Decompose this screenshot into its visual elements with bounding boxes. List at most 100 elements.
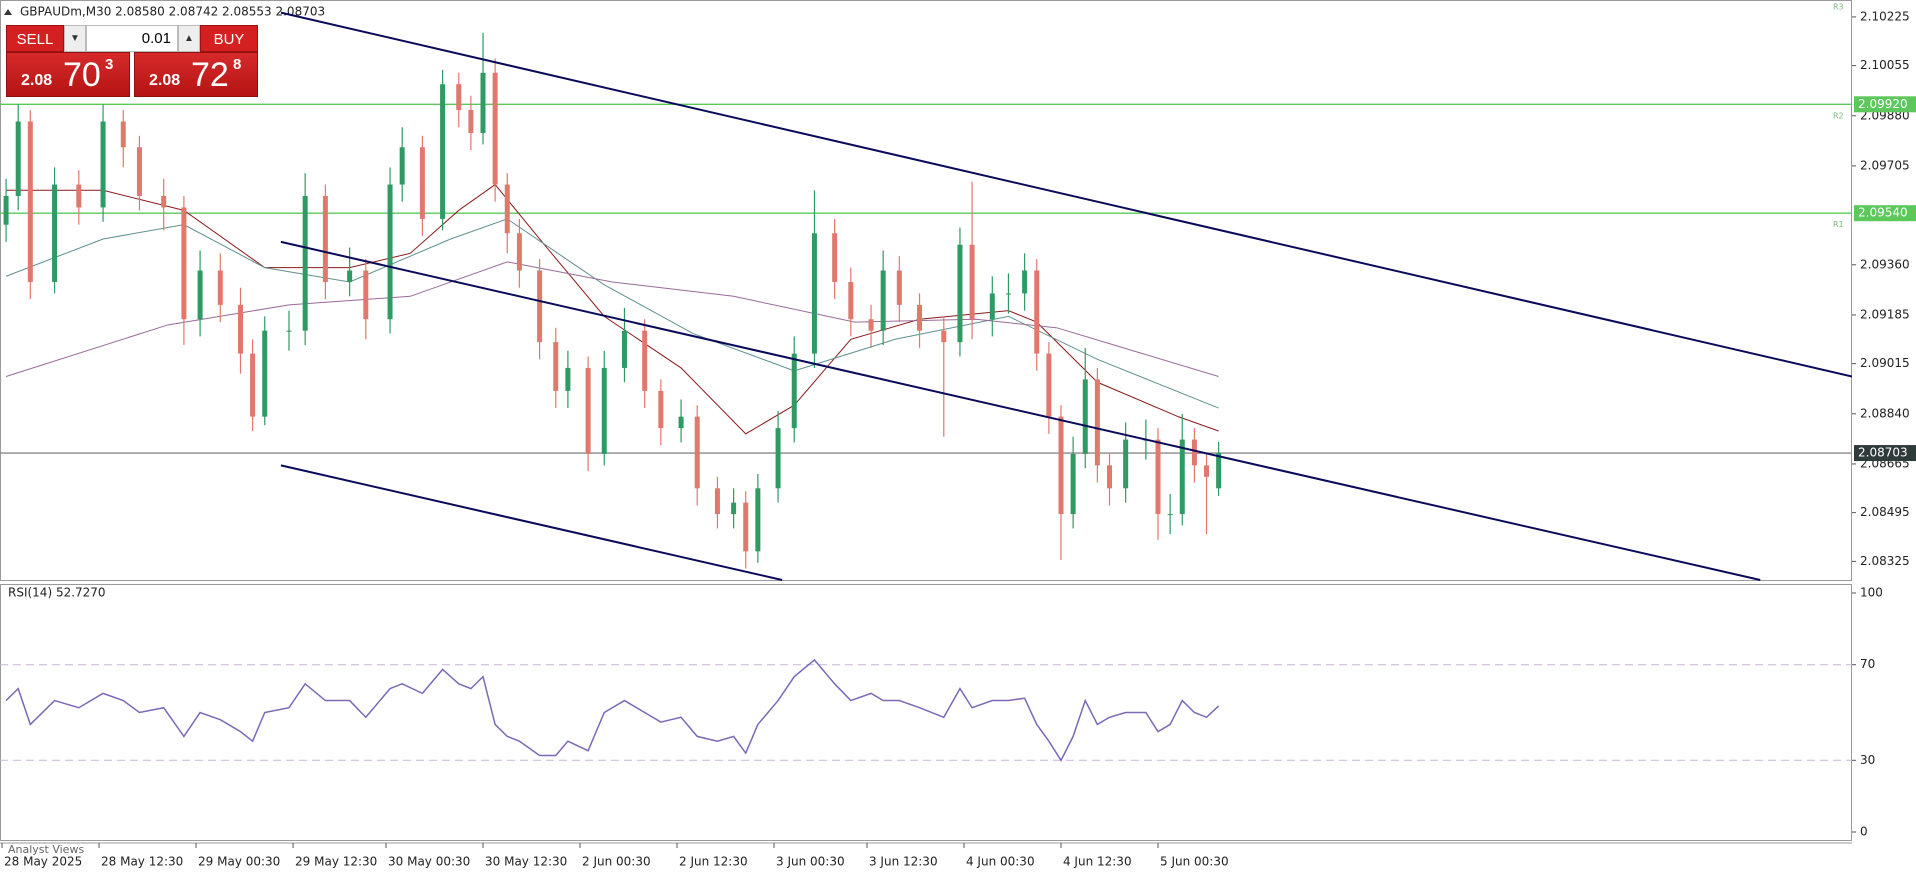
rsi-tick-label: 70 xyxy=(1860,657,1875,671)
candle-body xyxy=(585,367,591,454)
pivot-label: R1 xyxy=(1833,220,1844,229)
candle-body xyxy=(832,233,838,282)
y-tick-label: 2.08840 xyxy=(1860,406,1910,420)
volume-down[interactable]: ▼ xyxy=(64,25,86,52)
candle-body xyxy=(1034,270,1040,354)
rsi-tick-label: 100 xyxy=(1860,586,1883,600)
candle-body xyxy=(52,184,58,282)
main-panel-frame xyxy=(0,0,1852,581)
bid-small: 3 xyxy=(105,56,114,73)
y-tick-label: 2.09360 xyxy=(1860,257,1910,271)
candle-body xyxy=(1155,439,1161,515)
pivot-label: R3 xyxy=(1833,2,1844,11)
price-label-box xyxy=(1854,445,1916,462)
x-tick-label: 5 Jun 00:30 xyxy=(1160,855,1229,869)
x-tick-label: 30 May 00:30 xyxy=(388,855,470,869)
candle-body xyxy=(1058,416,1064,515)
candle-body xyxy=(775,428,781,489)
trade-panel: SELL ▼ 0.01 ▲ BUY 2.08 70 3 2.08 72 8 xyxy=(6,25,258,97)
x-tick-label: 2 Jun 12:30 xyxy=(679,855,748,869)
rsi-panel-frame xyxy=(0,584,1852,841)
candle-body xyxy=(516,233,522,271)
x-tick-label: 29 May 12:30 xyxy=(295,855,377,869)
candle-body xyxy=(880,270,886,331)
pivot-label: R2 xyxy=(1833,111,1844,120)
candle-body xyxy=(755,488,761,552)
candle-body xyxy=(1082,379,1088,454)
candle-body xyxy=(363,270,369,320)
bid-price[interactable]: 2.08 70 3 xyxy=(6,52,130,97)
x-tick-label: 4 Jun 00:30 xyxy=(966,855,1035,869)
collapse-icon[interactable] xyxy=(4,9,12,15)
candle-body xyxy=(387,184,393,320)
x-tick-label: 28 May 12:30 xyxy=(101,855,183,869)
candle-body xyxy=(100,121,106,208)
buy-button[interactable]: BUY xyxy=(200,25,258,52)
candle-body xyxy=(941,330,947,343)
chart-title: GBPAUDm,M30 2.08580 2.08742 2.08553 2.08… xyxy=(20,5,325,19)
candle-body xyxy=(1167,514,1173,516)
candle-body xyxy=(15,121,21,196)
x-tick-label: 29 May 00:30 xyxy=(198,855,280,869)
candle-body xyxy=(621,330,627,368)
x-tick-label: 3 Jun 00:30 xyxy=(776,855,845,869)
rsi-line xyxy=(5,658,1220,762)
ask-main: 72 xyxy=(191,56,229,94)
candle-body xyxy=(848,281,854,320)
candle-body xyxy=(731,502,737,515)
candle-body xyxy=(601,367,607,454)
price-label: 2.09540 xyxy=(1858,206,1908,220)
candle-body xyxy=(1107,465,1113,489)
candle-body xyxy=(957,244,963,343)
candle-body xyxy=(989,293,995,320)
candle-body xyxy=(678,416,684,429)
candle-body xyxy=(743,502,749,552)
moving-average xyxy=(5,261,1219,378)
rsi-tick-label: 30 xyxy=(1860,753,1875,767)
candle-body xyxy=(419,147,425,219)
bid-big: 2.08 xyxy=(21,72,53,89)
x-tick-label: 4 Jun 12:30 xyxy=(1063,855,1132,869)
volume-input[interactable]: 0.01 xyxy=(86,25,178,52)
ask-small: 8 xyxy=(233,56,242,73)
trendline xyxy=(280,11,1852,378)
candle-body xyxy=(161,196,167,208)
indicator-label: RSI(14) 52.7270 xyxy=(8,586,106,600)
candle-body xyxy=(1179,439,1185,515)
candle-body xyxy=(262,330,268,417)
candle-body xyxy=(1005,293,1011,295)
candle-body xyxy=(811,233,817,354)
y-tick-label: 2.10055 xyxy=(1860,58,1910,72)
ask-big: 2.08 xyxy=(149,72,181,89)
candle-body xyxy=(537,270,543,343)
candle-body xyxy=(1204,465,1210,477)
analyst-views[interactable]: Analyst Views xyxy=(8,843,84,856)
candle-body xyxy=(492,72,498,185)
sell-button[interactable]: SELL xyxy=(6,25,64,52)
candle-body xyxy=(1094,379,1100,466)
trendline xyxy=(280,464,783,581)
y-tick-label: 2.09185 xyxy=(1860,307,1910,321)
candle-body xyxy=(553,342,559,391)
candle-body xyxy=(1216,453,1222,489)
candle-body xyxy=(658,390,664,429)
candle-body xyxy=(347,270,353,282)
candle-body xyxy=(399,147,405,185)
candle-body xyxy=(504,184,510,234)
bid-main: 70 xyxy=(63,56,101,94)
candle-body xyxy=(480,72,486,133)
volume-up[interactable]: ▲ xyxy=(178,25,200,52)
candle-body xyxy=(565,367,571,391)
candle-body xyxy=(791,353,797,429)
candle-body xyxy=(969,244,975,320)
candle-body xyxy=(642,330,648,391)
y-tick-label: 2.08325 xyxy=(1860,554,1910,568)
y-tick-label: 2.08495 xyxy=(1860,505,1910,519)
x-tick-label: 28 May 2025 xyxy=(4,855,82,869)
ask-price[interactable]: 2.08 72 8 xyxy=(134,52,258,97)
x-tick-label: 3 Jun 12:30 xyxy=(869,855,938,869)
candle-body xyxy=(440,84,446,219)
